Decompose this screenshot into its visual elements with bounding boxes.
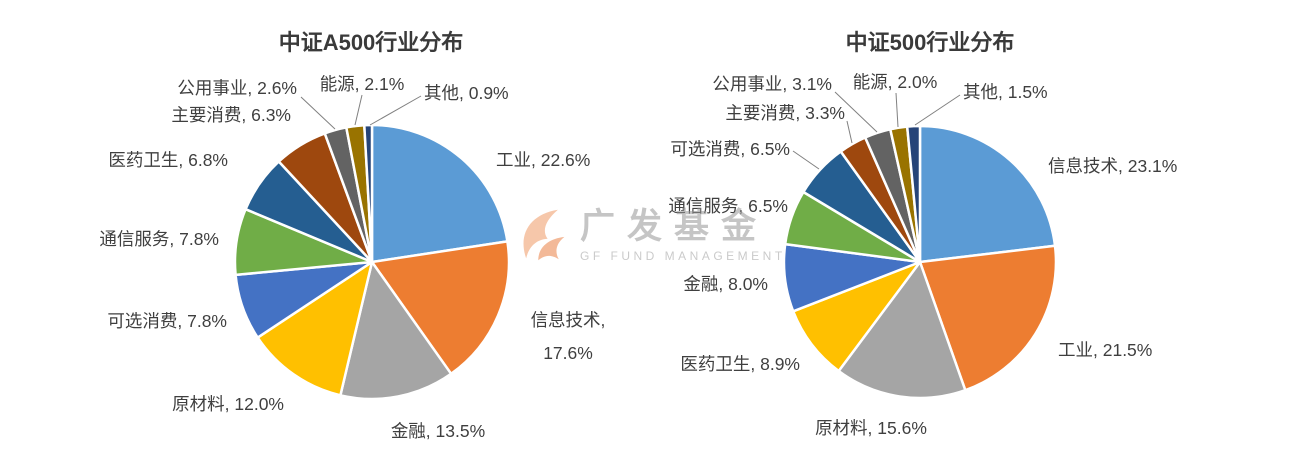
slice-label: 可选消费, 6.5% — [670, 139, 790, 159]
slice-label: 其他, 0.9% — [424, 83, 509, 103]
pie-slice — [370, 123, 509, 264]
slice-label: 原材料, 12.0% — [172, 394, 284, 414]
brand-logo-icon — [523, 209, 565, 261]
slice-label: 原材料, 15.6% — [815, 418, 927, 438]
slice-label: 其他, 1.5% — [963, 82, 1048, 102]
brand-watermark: 广发基金 GF FUND MANAGEMENT — [514, 206, 786, 264]
slice-label: 工业, 22.6% — [496, 150, 590, 170]
pie-slice — [256, 260, 374, 397]
brand-name-cn: 广发基金 — [580, 207, 769, 247]
slice-label: 主要消费, 3.3% — [725, 103, 845, 123]
pie-slice — [905, 124, 922, 264]
brand-name-en: GF FUND MANAGEMENT — [580, 248, 786, 263]
slice-label: 信息技术, 23.1% — [1048, 156, 1177, 176]
slice-label: 工业, 21.5% — [1058, 340, 1152, 360]
slice-label: 金融, 13.5% — [391, 421, 485, 441]
pie-slice — [918, 244, 1058, 392]
slice-label: 通信服务, 7.8% — [99, 229, 219, 249]
label-leader-line — [895, 92, 899, 128]
slice-label: 通信服务, 6.5% — [668, 196, 788, 216]
pie-slice — [363, 123, 374, 264]
label-leader-line — [846, 120, 853, 144]
label-leader-line — [792, 150, 820, 170]
slice-label: 能源, 2.1% — [320, 74, 405, 94]
pie-chart-0: 工业, 22.6% 信息技术, 17.6% 金融, 13.5% 原材料, 12.0% 可选… — [99, 74, 605, 441]
chart-title-csi500: 中证500行业分布 — [845, 30, 1015, 55]
label-leader-line — [354, 94, 363, 126]
pie-slice — [918, 124, 1057, 264]
slice-label: 可选消费, 7.8% — [107, 311, 227, 331]
slice-label: 能源, 2.0% — [853, 72, 938, 92]
slice-label: 信息技术, — [531, 310, 606, 330]
label-leader-line — [369, 95, 422, 126]
pie-slice — [837, 260, 967, 400]
pie-slice — [339, 260, 453, 401]
slice-label: 公用事业, 2.6% — [177, 78, 297, 98]
slice-label: 主要消费, 6.3% — [171, 105, 291, 125]
brand-watermark-text: 广发基金 GF FUND MANAGEMENT — [580, 207, 786, 262]
slice-label: 17.6% — [543, 343, 593, 363]
pie-slice — [370, 240, 511, 376]
slice-label: 医药卫生, 6.8% — [108, 150, 228, 170]
label-leader-line — [914, 94, 961, 126]
slice-label: 公用事业, 3.1% — [712, 74, 832, 94]
label-leader-line — [300, 96, 336, 130]
chart-title-a500: 中证A500行业分布 — [278, 30, 464, 55]
slice-label: 金融, 8.0% — [683, 274, 768, 294]
slice-label: 医药卫生, 8.9% — [680, 354, 800, 374]
label-leader-line — [834, 91, 878, 133]
pie-chart-1: 信息技术, 23.1% 工业, 21.5% 原材料, 15.6% 医药卫生, 8.9%… — [668, 72, 1177, 438]
